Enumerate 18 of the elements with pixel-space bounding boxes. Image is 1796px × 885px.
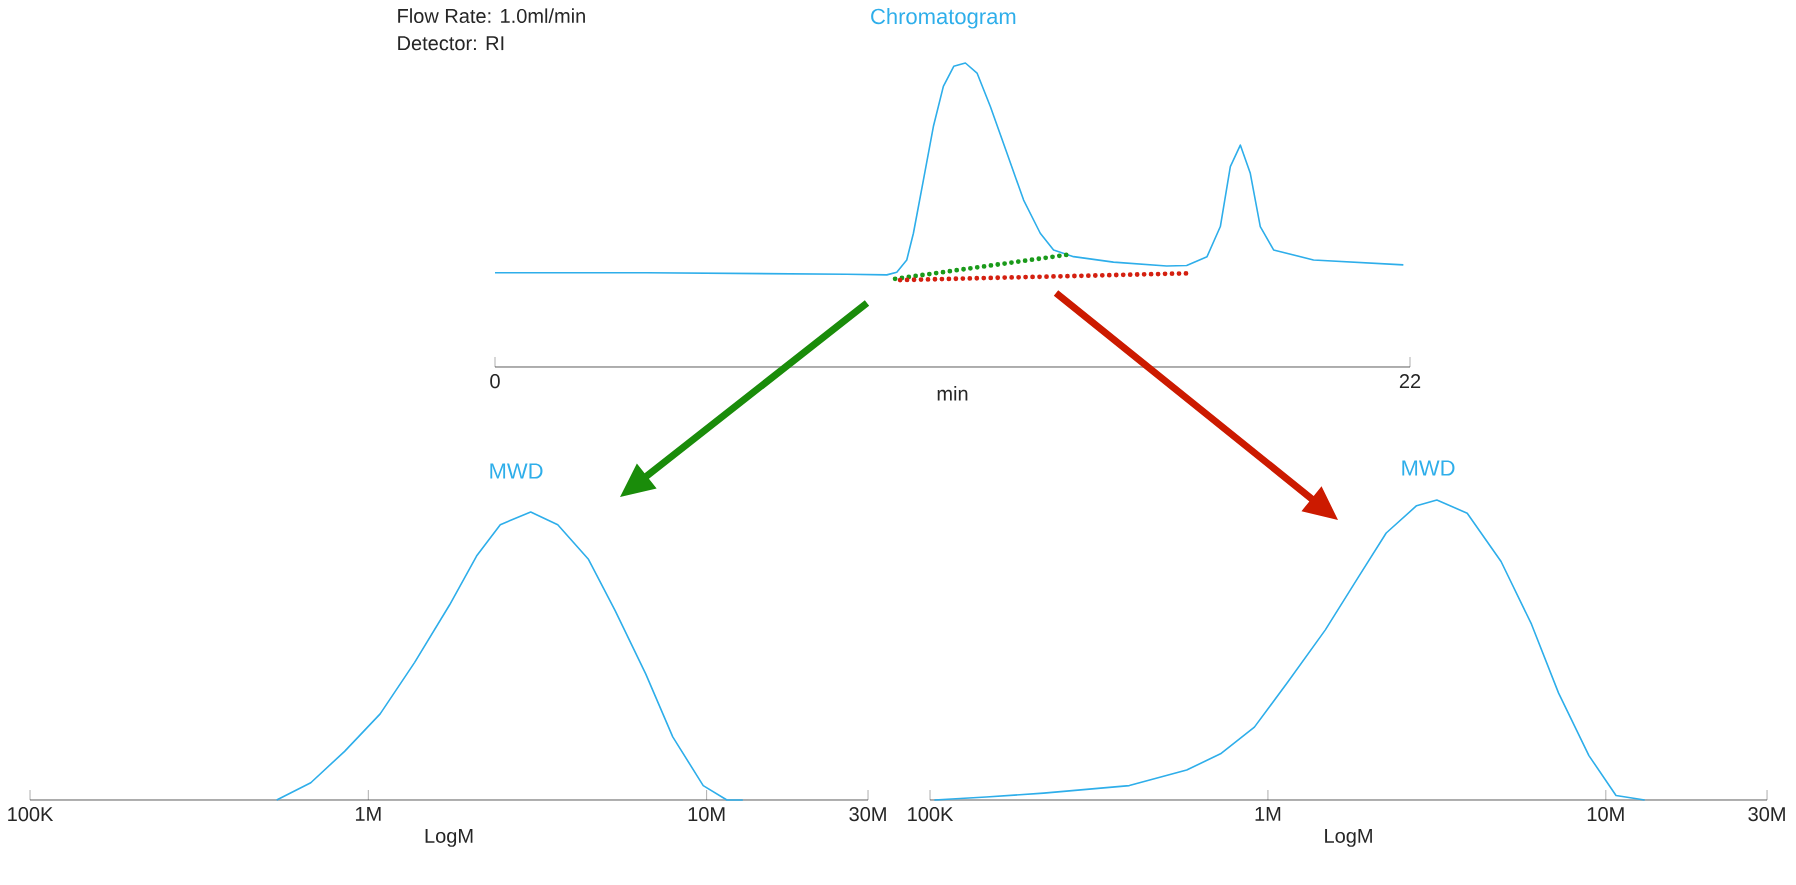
text: Flow Rate: 1.0ml/min <box>398 8 585 24</box>
x-tick-label: 1M <box>1255 807 1281 821</box>
x-tick-label: 100K <box>8 807 54 822</box>
x-tick-label: 100K <box>908 807 954 822</box>
x-tick-label: 10M <box>688 807 725 822</box>
chart-title: MWD <box>490 463 543 479</box>
chart-title: MWD <box>1402 460 1455 476</box>
x-tick-label: 10M <box>1587 807 1624 822</box>
x-tick-label: 22 <box>1399 374 1421 389</box>
x-tick-label: 0 <box>490 374 500 389</box>
x-axis-title: LogM <box>425 828 473 847</box>
x-axis-title: LogM <box>1325 828 1372 847</box>
x-tick-label: 1M <box>355 807 381 821</box>
chart-title: Chromatogram <box>871 8 1016 29</box>
x-tick-label: 30M <box>849 807 886 822</box>
text: Detector: RI <box>398 36 504 51</box>
x-axis-title: min <box>937 386 968 401</box>
x-tick-label: 30M <box>1748 807 1785 822</box>
